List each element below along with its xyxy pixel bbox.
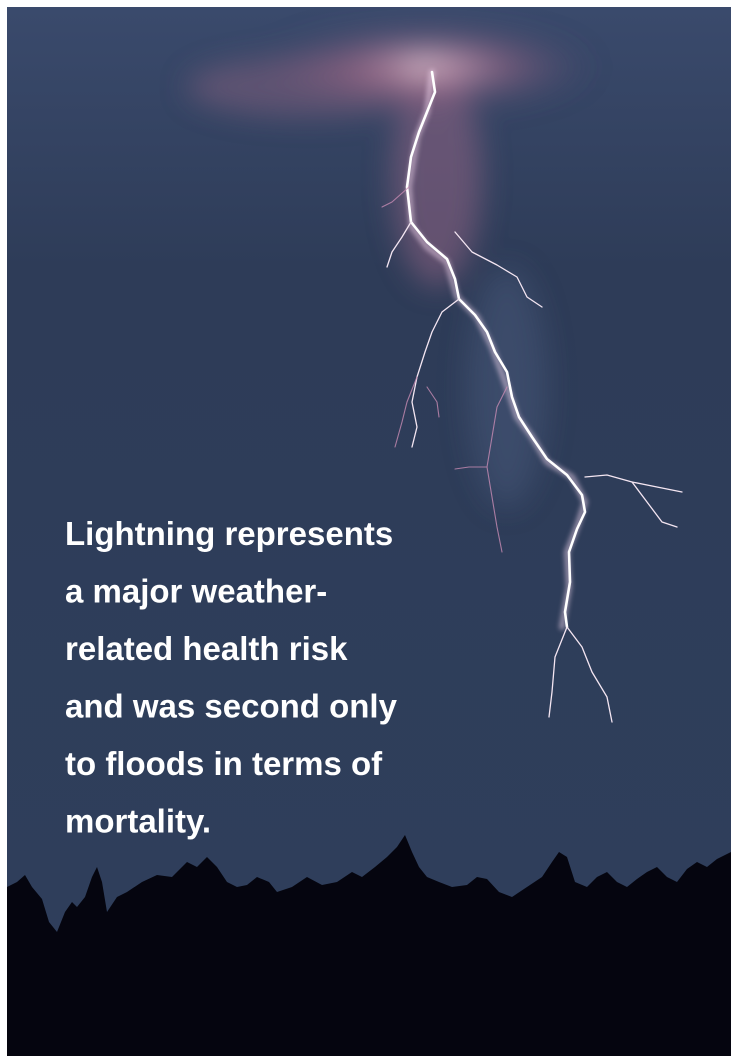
- text-line: related health risk: [65, 630, 348, 667]
- text-line: mortality.: [65, 803, 211, 840]
- page: Lightning represents a major weather-rela…: [0, 0, 734, 1061]
- text-line: Lightning represents: [65, 515, 393, 552]
- text-line: a major weather-: [65, 573, 327, 610]
- poster: Lightning represents a major weather-rela…: [7, 7, 731, 1056]
- text-line: and was second only: [65, 688, 398, 725]
- text-line: to floods in terms of: [65, 745, 383, 782]
